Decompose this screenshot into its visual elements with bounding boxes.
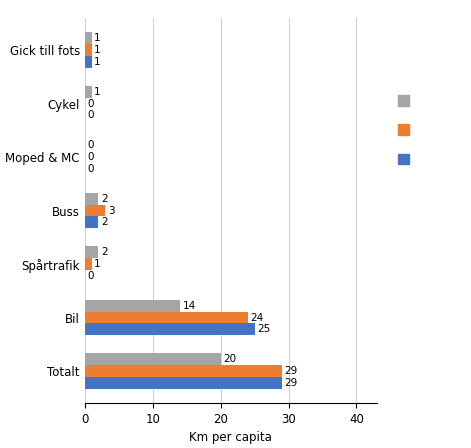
Bar	[85, 205, 105, 216]
Legend: , , : , ,	[398, 94, 409, 167]
Bar	[85, 193, 98, 205]
Text: 20: 20	[223, 354, 236, 364]
Text: 2: 2	[101, 194, 108, 204]
Text: 1: 1	[94, 33, 101, 43]
Text: 2: 2	[101, 247, 108, 257]
Text: 0: 0	[88, 152, 94, 162]
Bar	[85, 353, 220, 365]
Text: 14: 14	[183, 301, 196, 311]
Text: 24: 24	[251, 313, 264, 323]
Text: 0: 0	[88, 164, 94, 174]
Bar	[85, 216, 98, 228]
Bar	[85, 258, 91, 270]
Bar	[85, 56, 91, 68]
Bar	[85, 246, 98, 258]
Bar	[85, 32, 91, 44]
Bar	[85, 44, 91, 56]
Text: 0: 0	[88, 99, 94, 108]
Bar	[85, 86, 91, 98]
Text: 0: 0	[88, 271, 94, 281]
Bar	[85, 365, 282, 377]
Text: 2: 2	[101, 217, 108, 227]
Bar	[85, 312, 248, 323]
Bar	[85, 300, 180, 312]
Text: 1: 1	[94, 45, 101, 55]
Text: 0: 0	[88, 140, 94, 150]
Text: 1: 1	[94, 57, 101, 67]
Text: 29: 29	[284, 366, 298, 376]
Text: 25: 25	[257, 324, 270, 334]
X-axis label: Km per capita: Km per capita	[189, 431, 272, 444]
Text: 1: 1	[94, 259, 101, 269]
Text: 29: 29	[284, 378, 298, 388]
Bar	[85, 377, 282, 389]
Text: 3: 3	[108, 206, 114, 215]
Text: 0: 0	[88, 110, 94, 121]
Bar	[85, 323, 254, 335]
Text: 1: 1	[94, 87, 101, 97]
